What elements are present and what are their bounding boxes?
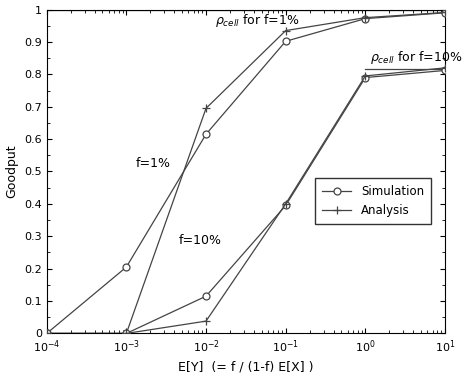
Simulation	[203, 132, 209, 136]
Analysis	[363, 16, 368, 20]
Text: f=10%: f=10%	[178, 234, 221, 247]
Analysis	[44, 331, 50, 336]
Analysis	[283, 28, 289, 33]
Simulation	[442, 11, 448, 15]
Text: $\rho_{cell}$ for f=10%: $\rho_{cell}$ for f=10%	[370, 49, 463, 66]
Text: f=1%: f=1%	[136, 157, 171, 170]
Legend: Simulation, Analysis: Simulation, Analysis	[315, 178, 431, 224]
X-axis label: E[Y]  (= f / (1-f) E[X] ): E[Y] (= f / (1-f) E[X] )	[178, 360, 314, 373]
Simulation	[363, 16, 368, 21]
Text: $\rho_{cell}$ for f=1%: $\rho_{cell}$ for f=1%	[215, 12, 300, 29]
Line: Simulation: Simulation	[43, 9, 448, 337]
Simulation	[124, 265, 129, 269]
Analysis	[124, 331, 129, 336]
Simulation	[283, 39, 289, 44]
Analysis	[203, 106, 209, 111]
Simulation	[44, 331, 50, 336]
Y-axis label: Goodput: Goodput	[6, 145, 18, 198]
Analysis	[442, 10, 448, 15]
Line: Analysis: Analysis	[43, 8, 449, 338]
